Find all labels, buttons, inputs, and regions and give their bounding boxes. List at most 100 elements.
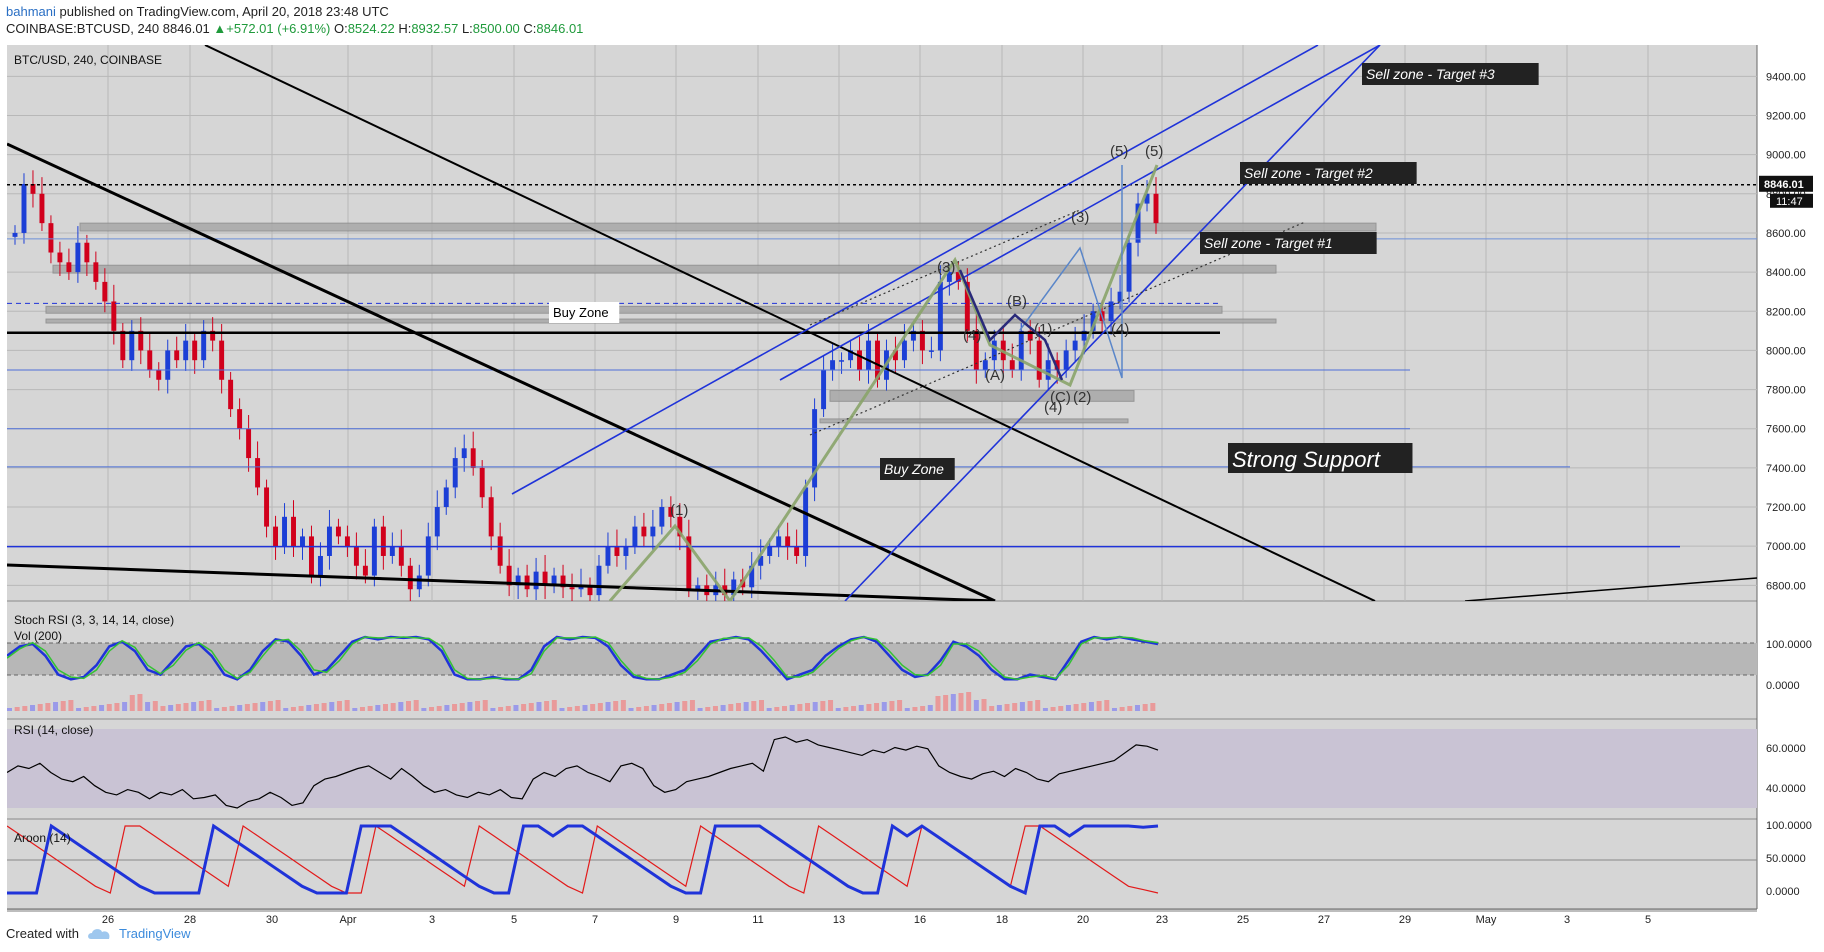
volume-bar	[782, 706, 788, 711]
annotation: (3)	[937, 259, 955, 276]
candle-body	[335, 526, 341, 537]
candle-body	[129, 330, 135, 361]
candle-body	[264, 487, 270, 527]
annotation-box	[1228, 443, 1413, 473]
volume-bar	[45, 703, 51, 711]
price-tick-label: 8400.00	[1766, 267, 1806, 279]
time-tick-label: 27	[1318, 914, 1330, 926]
channel-line-dotted	[809, 209, 1081, 326]
candle-body	[21, 184, 27, 233]
volume-bar	[513, 705, 519, 711]
candle-body	[93, 262, 99, 282]
volume-bar	[989, 706, 995, 711]
candle-body	[866, 340, 871, 370]
annotation: Sell zone - Target #2	[1240, 162, 1417, 184]
volume-bar	[544, 701, 550, 711]
chart-header: bahmani published on TradingView.com, Ap…	[6, 3, 583, 37]
volume-bar	[459, 703, 465, 711]
volume-bar	[436, 706, 442, 711]
annotation-box	[1240, 162, 1417, 184]
volume-bar	[866, 704, 872, 711]
annotation-box	[549, 302, 620, 323]
volume-bar	[943, 695, 949, 711]
candle-body	[210, 330, 216, 341]
price-badge-label: 8846.01	[1764, 179, 1804, 191]
open-value: 8524.22	[347, 21, 395, 36]
volume-bar	[766, 708, 772, 711]
price-tick-label: 9400.00	[1766, 71, 1806, 83]
volume-bar	[221, 707, 227, 711]
volume-bar	[643, 706, 649, 711]
change-value: +572.01 (+6.91%)	[226, 21, 331, 36]
candle-body	[488, 497, 494, 537]
wave-path-sub	[1019, 165, 1123, 379]
volume-bar	[812, 702, 818, 711]
candle-body	[48, 223, 54, 253]
candle-body	[875, 340, 880, 380]
indicator-tick-label: 100.0000	[1766, 820, 1812, 832]
volume-bar	[505, 706, 511, 711]
indicator-tick-label: 0.0000	[1766, 680, 1800, 692]
volume-bar	[582, 705, 588, 711]
candle-body	[1036, 340, 1042, 380]
candle-body	[228, 379, 234, 410]
candle-body	[389, 546, 395, 556]
candle-body	[201, 330, 207, 361]
time-tick-label: 30	[266, 914, 278, 926]
volume-bar	[728, 704, 734, 711]
candle-body	[901, 340, 907, 361]
annotation-text: (4)	[963, 327, 981, 344]
volume-bar	[1065, 705, 1071, 711]
time-tick-label: 29	[1399, 914, 1411, 926]
volume-bar	[252, 703, 258, 711]
candle-body	[416, 575, 422, 590]
candle-body	[506, 565, 512, 586]
time-tick-label: 20	[1077, 914, 1089, 926]
created-with: Created with	[6, 926, 79, 941]
candle-body	[641, 526, 647, 537]
candle-body	[39, 193, 45, 224]
volume-bar	[1027, 701, 1033, 711]
annotation: (5)	[1110, 143, 1128, 160]
volume-bar	[390, 703, 396, 711]
candle-body	[1081, 330, 1087, 341]
candle-body	[273, 526, 279, 547]
price-zone	[819, 418, 1129, 424]
symbol-label: COINBASE:BTCUSD, 240	[6, 21, 160, 36]
volume-bar	[429, 707, 435, 711]
volume-bar	[651, 705, 657, 711]
price-badge	[1759, 175, 1813, 192]
candle-body	[991, 340, 997, 361]
candle-body	[300, 536, 305, 547]
volume-bar	[498, 707, 504, 711]
volume-bar	[904, 708, 910, 711]
tradingview-link[interactable]: TradingView	[87, 926, 191, 941]
price-tick-label: 8200.00	[1766, 306, 1806, 318]
volume-bar	[68, 700, 74, 711]
candle-body	[57, 252, 63, 263]
publish-info: published on TradingView.com, April 20, …	[59, 4, 389, 19]
author-link[interactable]: bahmani	[6, 4, 56, 19]
annotation-text: (1)	[1034, 321, 1052, 338]
candle-body	[147, 350, 153, 370]
candle-body	[659, 507, 665, 527]
rsi-band	[7, 729, 1757, 808]
close-value: 8846.01	[536, 21, 584, 36]
price-zone	[45, 305, 1223, 314]
volume-bar	[214, 708, 220, 711]
volume-bar	[367, 706, 373, 711]
volume-bar	[1035, 700, 1041, 711]
volume-bar	[889, 701, 895, 711]
annotation: Buy Zone	[549, 302, 620, 323]
candle-body	[1027, 330, 1033, 341]
volume-bar	[720, 705, 726, 711]
volume-bar	[106, 704, 112, 711]
candle-body	[371, 526, 377, 576]
volume-bar	[1058, 706, 1064, 711]
volume-bar	[751, 701, 757, 711]
candle-body	[524, 575, 530, 590]
candle-body	[749, 565, 755, 588]
price-zone	[45, 318, 1277, 324]
candle-body	[1153, 193, 1159, 224]
